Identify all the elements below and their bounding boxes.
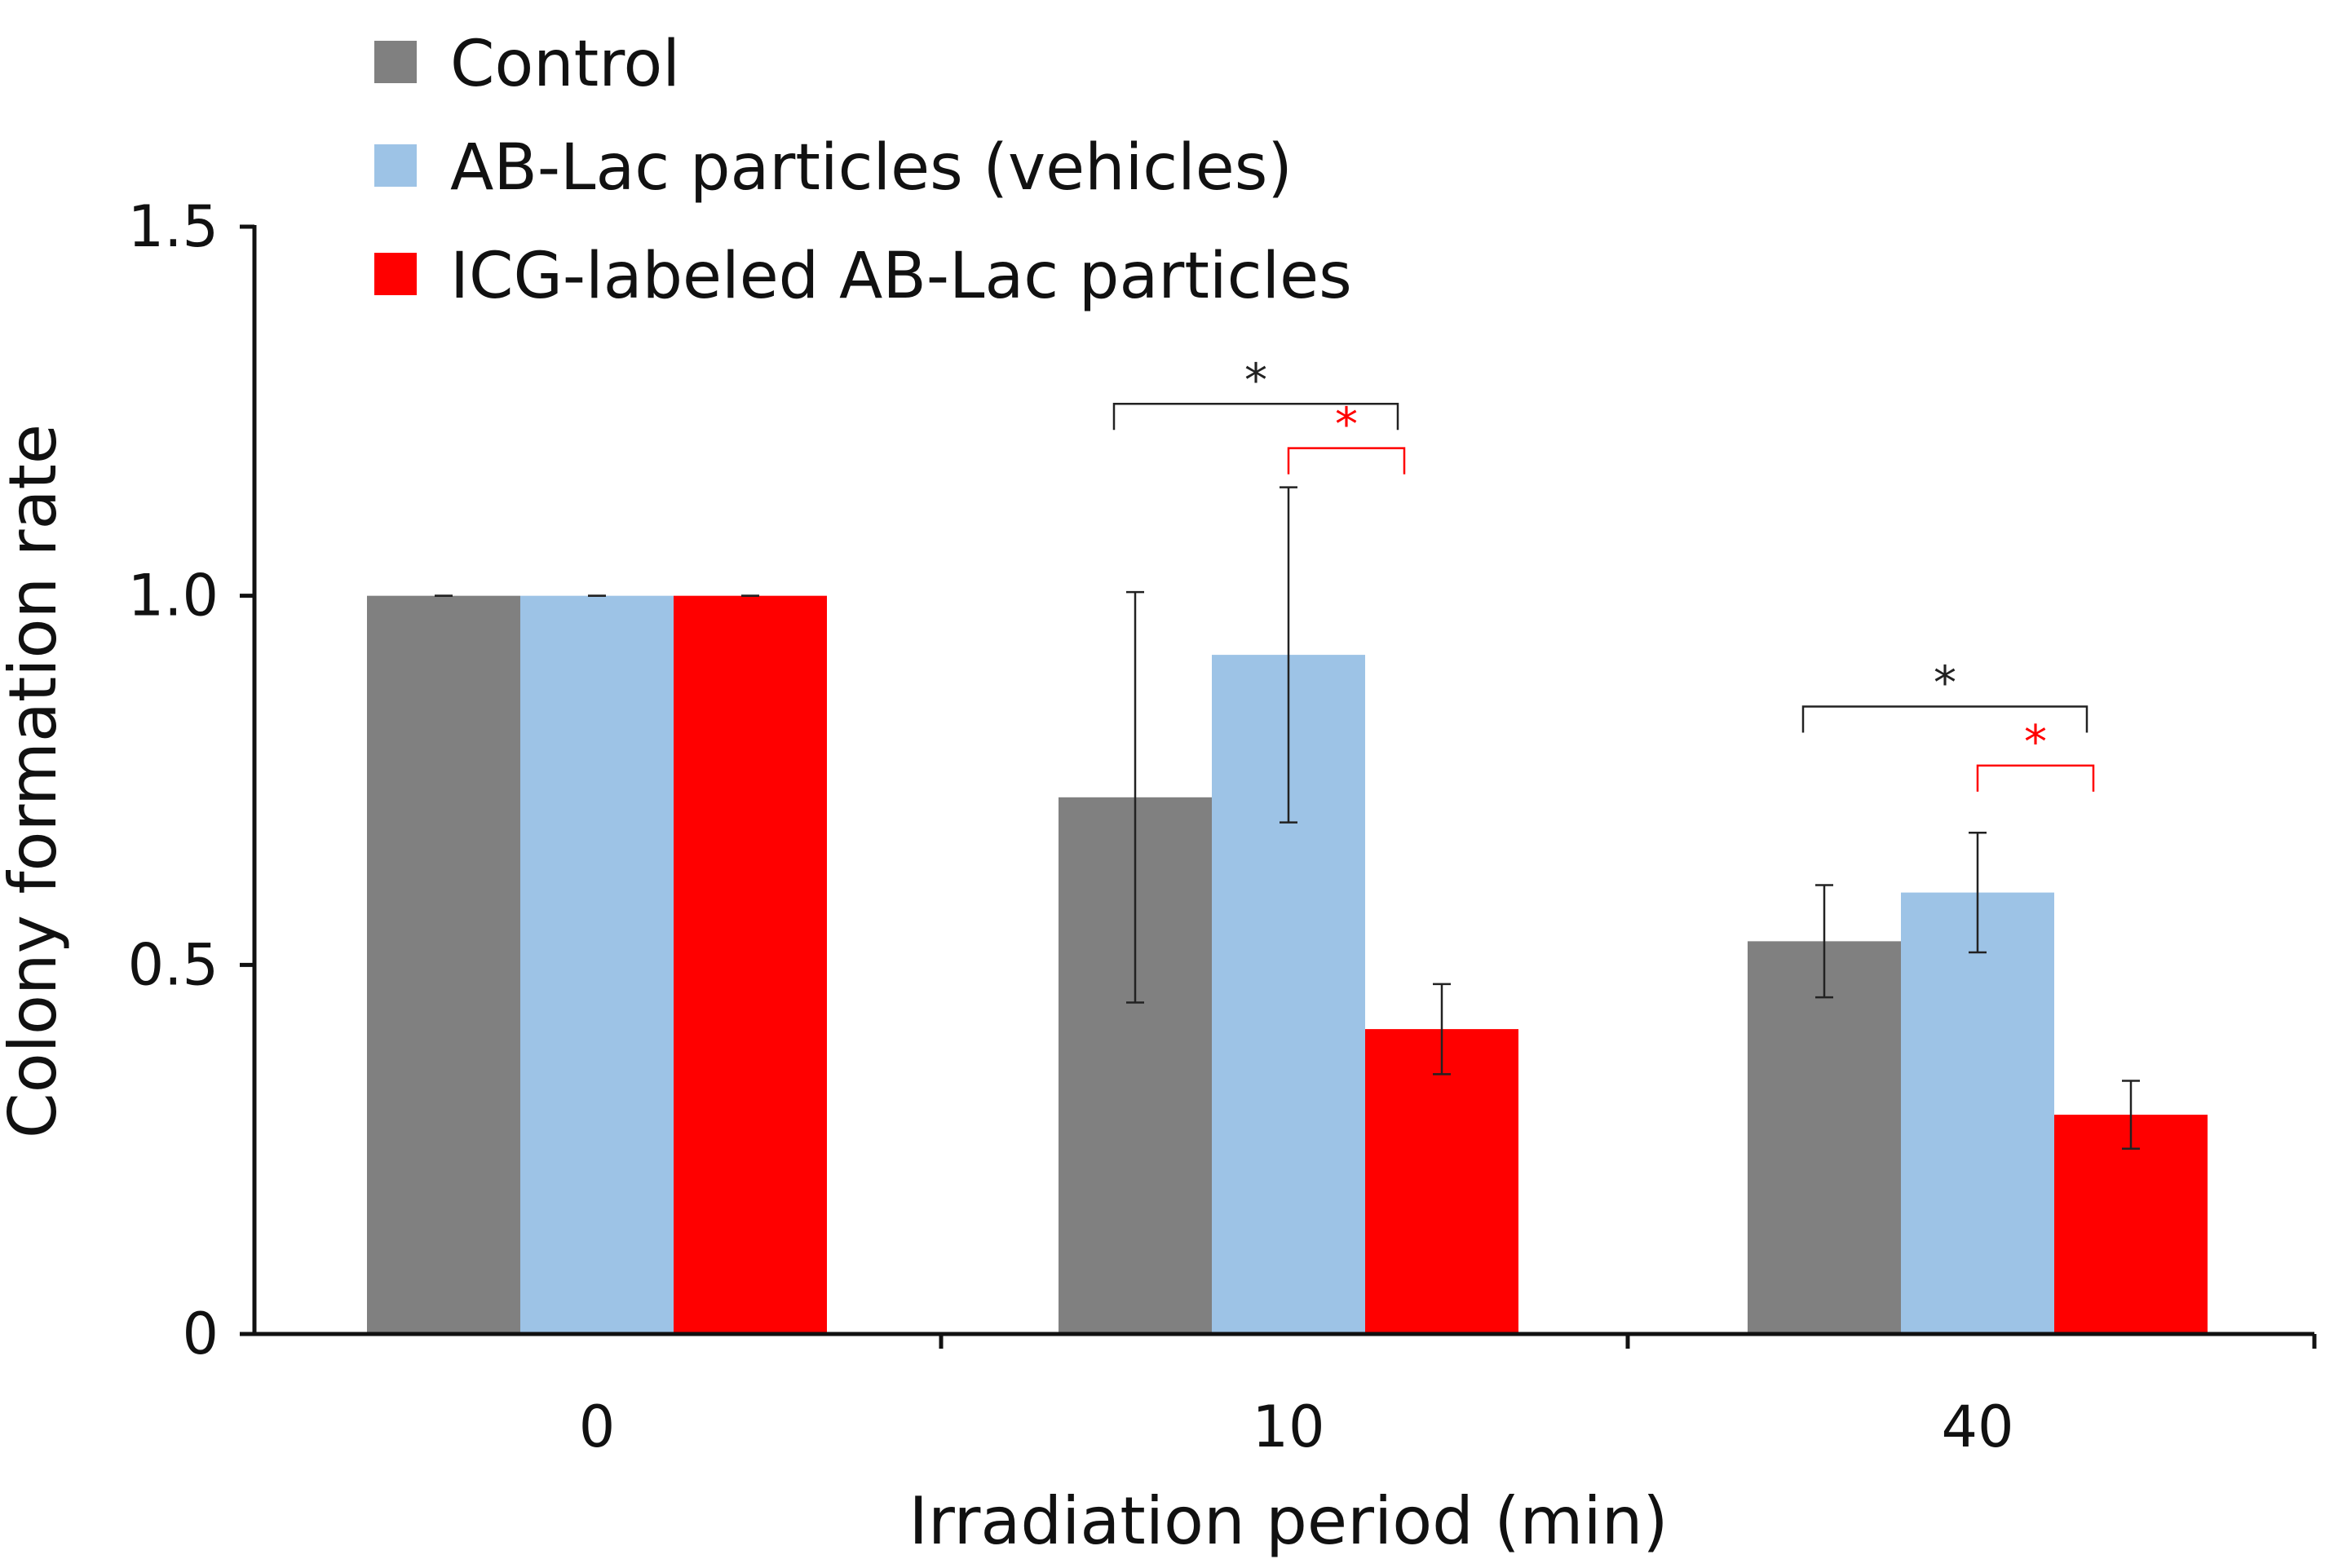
legend-swatch — [374, 41, 417, 83]
error-bar-40-series-0 — [1815, 884, 1833, 999]
significance-bracket-1: * — [1287, 399, 1406, 475]
y-tick-label: 1.5 — [128, 193, 219, 260]
bar-0-series-1 — [520, 595, 674, 1334]
legend-label: AB-Lac particles (vehicles) — [450, 131, 1293, 205]
x-tick-label: 10 — [1252, 1394, 1324, 1460]
legend-label: ICG-labeled AB-Lac particles — [450, 240, 1352, 313]
bars — [367, 595, 2208, 1334]
error-bars — [435, 486, 2140, 1151]
legend-item-0: Control — [374, 28, 680, 101]
significance-bracket-0: * — [1112, 354, 1399, 431]
significance-label: * — [1244, 354, 1267, 407]
significance-bracket-2: * — [1801, 656, 2088, 733]
bar-40-series-2 — [2054, 1115, 2208, 1334]
legend-label: Control — [450, 28, 680, 101]
legend-item-1: AB-Lac particles (vehicles) — [374, 131, 1293, 205]
error-bar-40-series-2 — [2122, 1080, 2140, 1151]
significance-brackets: * * * * — [1112, 354, 2095, 792]
bar-0-series-0 — [367, 595, 520, 1334]
legend-swatch — [374, 144, 417, 187]
x-axis-title: Irradiation period (min) — [908, 1483, 1668, 1559]
bar-40-series-1 — [1901, 892, 2054, 1334]
y-tick-label: 0.5 — [128, 931, 219, 998]
x-tick-label: 0 — [579, 1394, 616, 1460]
significance-label: * — [1934, 656, 1956, 709]
error-bar-40-series-1 — [1969, 832, 1987, 954]
significance-bracket-3: * — [1976, 716, 2095, 792]
error-bar-10-series-1 — [1280, 486, 1297, 824]
bar-0-series-2 — [674, 595, 827, 1334]
bar-40-series-0 — [1748, 941, 1901, 1334]
significance-label: * — [2024, 716, 2047, 769]
error-bar-10-series-2 — [1433, 983, 1451, 1076]
y-axis-title: Colony formation rate — [0, 424, 71, 1138]
x-tick-label: 40 — [1941, 1394, 2013, 1460]
significance-label: * — [1335, 399, 1358, 452]
legend-item-2: ICG-labeled AB-Lac particles — [374, 240, 1352, 313]
bar-10-series-2 — [1365, 1029, 1518, 1334]
error-bar-10-series-0 — [1126, 590, 1144, 1004]
legend-swatch — [374, 253, 417, 295]
y-tick-label: 1.0 — [128, 563, 219, 629]
axes: 0 0.5 1.0 1.5 0 10 40 — [128, 193, 2317, 1460]
legend: Control AB-Lac particles (vehicles) ICG-la… — [374, 28, 1352, 313]
y-tick-label: 0 — [182, 1301, 219, 1367]
